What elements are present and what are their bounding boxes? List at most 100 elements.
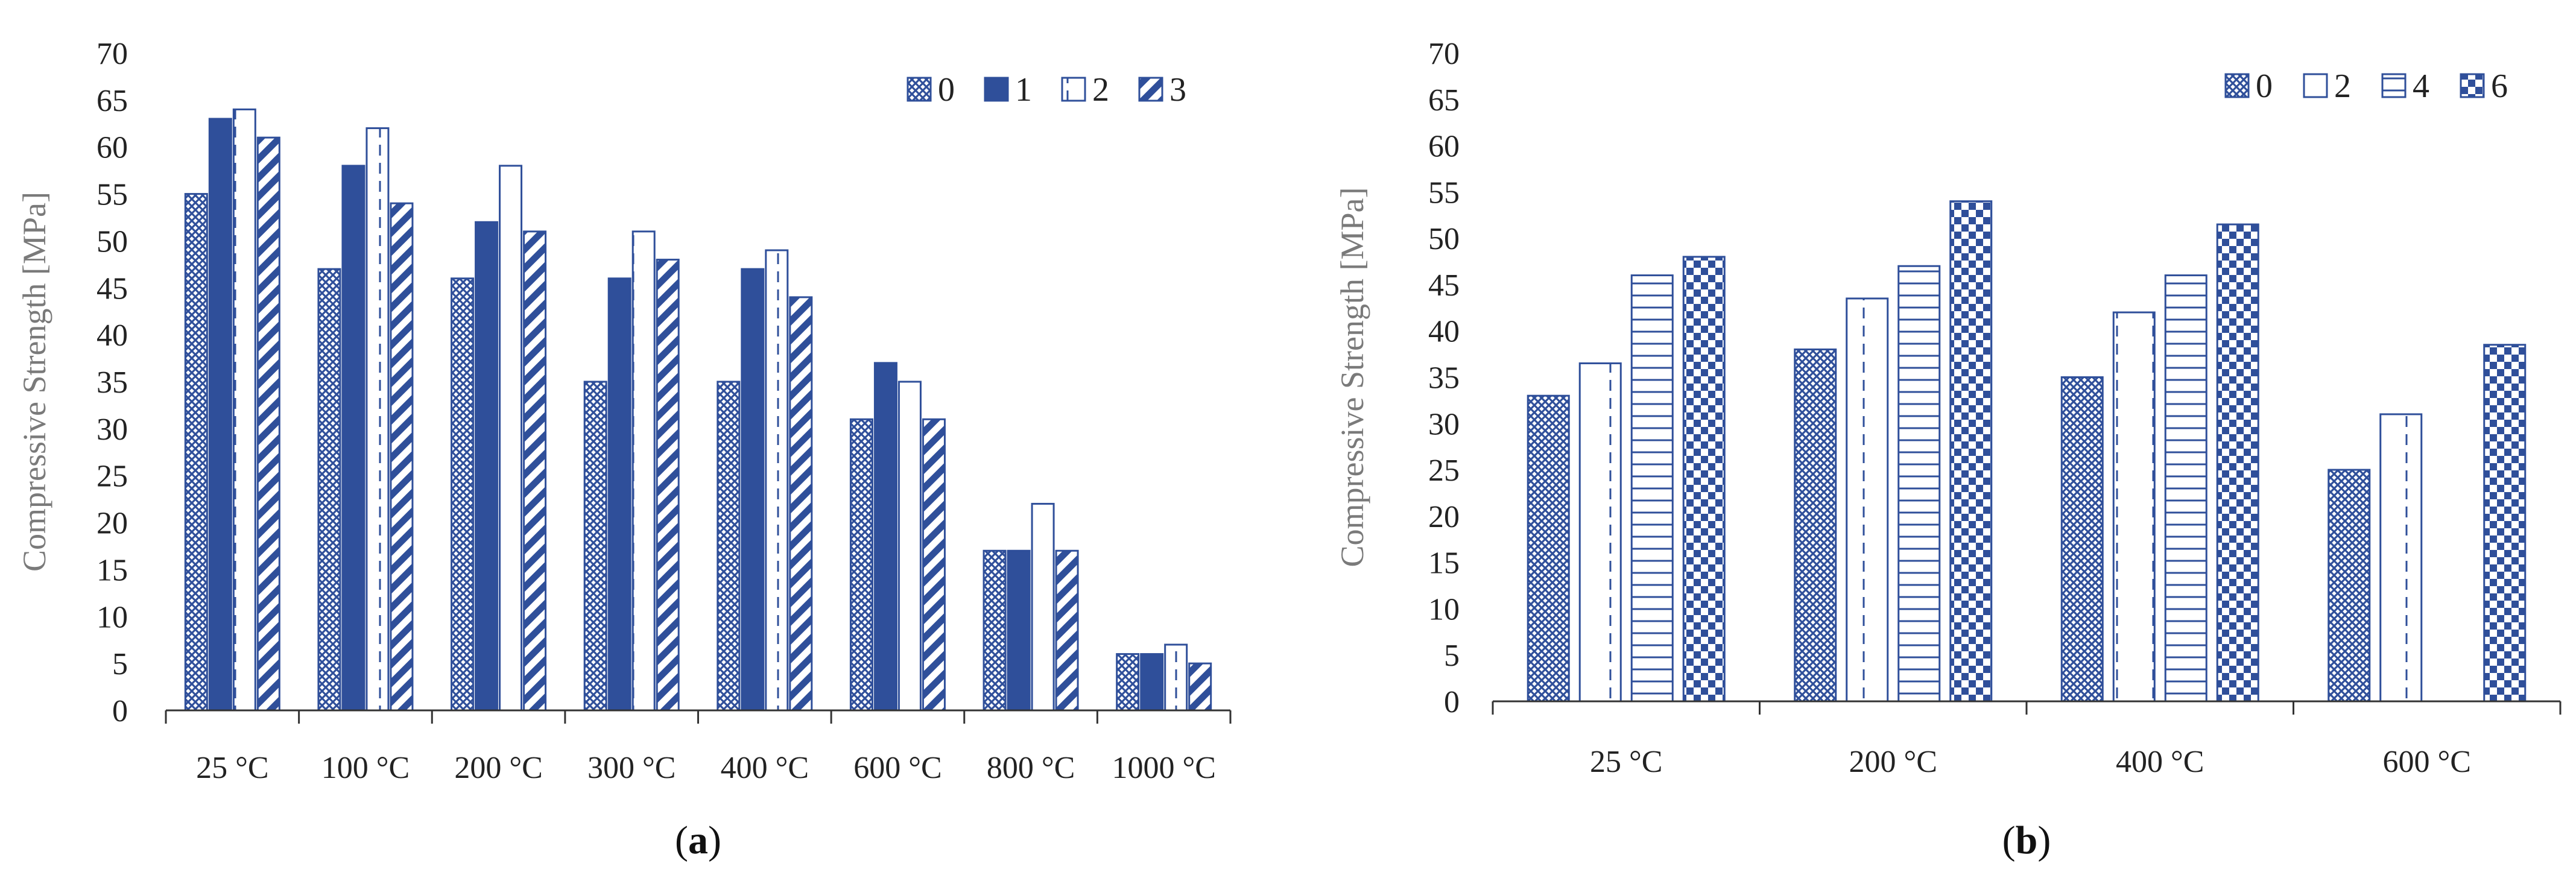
y-tick-label: 65 [1428, 83, 1460, 118]
y-tick-label: 0 [1444, 685, 1460, 719]
bar-series-6 [1682, 256, 1726, 703]
bar-series-2 [765, 249, 789, 712]
legend-swatch-0 [907, 77, 932, 102]
bar-series-2 [1164, 643, 1188, 712]
y-tick-label: 30 [97, 412, 128, 447]
y-tick-label: 45 [1428, 268, 1460, 303]
bar-series-3 [789, 296, 813, 712]
bar-series-1 [475, 221, 499, 712]
legend-label-6: 6 [2491, 68, 2508, 105]
y-tick-label: 10 [97, 600, 128, 634]
x-tick-label: 25 °C [1590, 745, 1662, 779]
chart-a: 0510152025303540455055606570Compressive … [16, 37, 1232, 862]
legend-swatch-0 [2224, 73, 2250, 98]
x-tick-label: 800 °C [987, 751, 1075, 785]
bar-series-1 [873, 362, 897, 712]
y-tick-label: 35 [97, 365, 128, 400]
x-tick-label: 1000 °C [1112, 751, 1215, 785]
legend-label-1: 1 [1015, 71, 1032, 109]
bar-series-3 [656, 259, 680, 712]
y-tick-label: 60 [97, 131, 128, 165]
legend: 0 1 2 3 [907, 71, 1186, 109]
y-tick-label: 50 [97, 224, 128, 259]
legend-label-2: 2 [2334, 68, 2351, 105]
y-tick-label: 35 [1428, 361, 1460, 396]
panel-label: (b) [2002, 818, 2051, 862]
bar-series-1 [341, 165, 366, 712]
y-tick-label: 0 [112, 694, 128, 728]
x-tick-label: 400 °C [2116, 745, 2204, 779]
legend: 0 2 4 6 [2224, 68, 2508, 105]
bar-series-3 [390, 202, 414, 712]
bar-series-2 [631, 230, 656, 712]
legend-label-4: 4 [2413, 68, 2429, 105]
y-tick-label: 55 [97, 178, 128, 212]
bar-series-0 [983, 549, 1007, 712]
y-tick-label: 10 [1428, 592, 1460, 627]
y-tick-label: 70 [97, 37, 128, 71]
bar-series-2 [1578, 362, 1622, 703]
bar-series-2 [2112, 311, 2156, 703]
legend-label-0: 0 [938, 71, 955, 109]
bar-series-1 [607, 277, 631, 712]
bar-series-1 [741, 268, 765, 712]
bar-series-2 [499, 165, 523, 712]
y-tick-label: 50 [1428, 222, 1460, 256]
bar-series-0 [717, 381, 741, 712]
bar-series-6 [2216, 223, 2259, 703]
legend-swatch-2 [2303, 73, 2328, 98]
y-tick-label: 5 [112, 647, 128, 681]
legend-swatch-3 [1138, 77, 1163, 102]
bar-series-0 [1794, 348, 1837, 703]
bar-series-0 [2328, 469, 2371, 703]
legend-swatch-6 [2460, 73, 2485, 98]
x-tick-label: 600 °C [853, 751, 941, 785]
bar-series-4 [2164, 274, 2207, 703]
y-tick-label: 70 [1428, 37, 1460, 71]
bar-series-0 [184, 193, 208, 712]
bar-series-6 [2483, 344, 2527, 703]
legend-swatch-2 [1061, 77, 1086, 102]
bar-series-2 [232, 108, 256, 712]
y-tick-label: 25 [97, 460, 128, 494]
bar-series-2 [366, 127, 390, 712]
bar-series-4 [1630, 274, 1674, 703]
bar-series-0 [849, 418, 873, 712]
y-tick-label: 20 [97, 507, 128, 541]
x-tick-label: 100 °C [321, 751, 410, 785]
legend-label-3: 3 [1169, 71, 1186, 109]
y-tick-label: 20 [1428, 500, 1460, 534]
x-tick-label: 400 °C [721, 751, 809, 785]
legend-label-2: 2 [1092, 71, 1109, 109]
bar-series-0 [2060, 376, 2104, 703]
bar-series-3 [1055, 549, 1079, 712]
chart-b: 0510152025303540455055606570Compressive … [1334, 37, 2562, 862]
bar-series-0 [1527, 394, 1570, 703]
bar-series-6 [1949, 200, 1993, 703]
y-tick-label: 45 [97, 271, 128, 306]
y-tick-label: 5 [1444, 639, 1460, 673]
y-tick-label: 25 [1428, 453, 1460, 488]
bar-series-2 [897, 381, 922, 712]
x-tick-label: 25 °C [196, 751, 268, 785]
bar-series-2 [2379, 413, 2423, 703]
x-tick-label: 300 °C [587, 751, 676, 785]
y-tick-label: 60 [1428, 130, 1460, 164]
bar-series-3 [523, 230, 547, 712]
bar-series-3 [922, 418, 946, 712]
x-tick-label: 600 °C [2383, 745, 2471, 779]
bar-series-0 [583, 381, 607, 712]
x-tick-label: 200 °C [454, 751, 542, 785]
bar-series-2 [1031, 502, 1055, 712]
legend-swatch-1 [984, 77, 1009, 102]
bar-series-1 [208, 118, 232, 712]
bar-series-1 [1007, 549, 1031, 712]
bar-series-3 [1188, 662, 1212, 712]
bar-series-2 [1846, 297, 1889, 703]
y-tick-label: 40 [1428, 315, 1460, 349]
y-tick-label: 40 [97, 318, 128, 353]
bar-series-1 [1140, 653, 1164, 712]
bar-series-0 [1116, 653, 1140, 712]
legend-swatch-4 [2381, 73, 2407, 98]
